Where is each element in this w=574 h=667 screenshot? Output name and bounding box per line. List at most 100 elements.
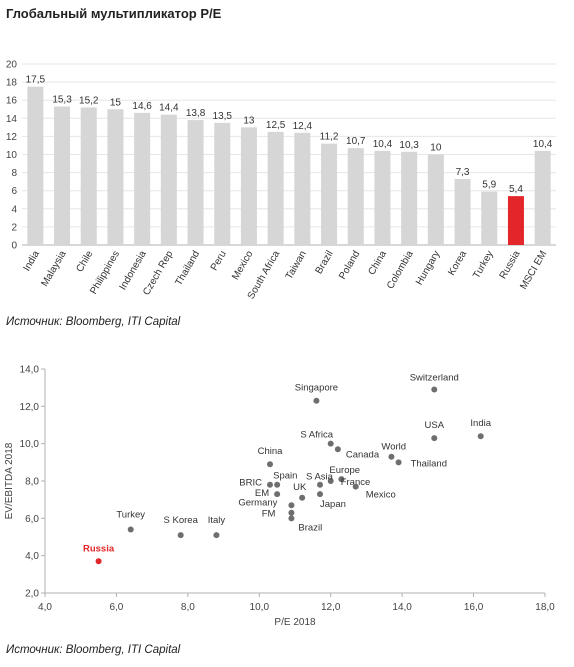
point-label-brazil: Brazil [298, 522, 322, 533]
x-tick-label: 8,0 [181, 602, 195, 613]
bar-colombia [401, 151, 418, 245]
bar-value-label: 17,5 [26, 75, 46, 86]
y-tick-label: 10 [6, 150, 18, 161]
y-tick-label: 8 [11, 168, 17, 179]
bar-value-label: 15 [110, 97, 122, 108]
y-tick-label: 6 [11, 186, 17, 197]
point-thailand [395, 459, 402, 466]
bar-thailand [187, 120, 204, 245]
point-italy [213, 532, 220, 539]
point-label-thailand: Thailand [411, 458, 447, 469]
bar-value-label: 12,5 [266, 120, 286, 131]
point-label-mexico: Mexico [366, 490, 396, 501]
point-label-japan: Japan [320, 499, 346, 510]
y-tick-label: 2,0 [25, 589, 39, 600]
x-tick-label: 10,0 [250, 602, 270, 613]
y-tick-label: 16 [6, 96, 18, 107]
point-label-india: India [470, 418, 491, 429]
y-tick-label: 8,0 [25, 477, 39, 488]
bar-value-label: 13 [243, 115, 255, 126]
bar-philippines [107, 109, 124, 245]
y-axis-title: EV/EBITDA 2018 [4, 442, 15, 519]
bar-peru [214, 122, 231, 245]
point-usa [431, 435, 438, 442]
x-tick-label: 18,0 [535, 602, 555, 613]
point-india [477, 433, 484, 440]
point-spain [274, 481, 281, 488]
y-tick-label: 6,0 [25, 514, 39, 525]
bar-value-label: 5,9 [482, 180, 496, 191]
bar-russia [507, 196, 524, 245]
source-note-2: Источник: Bloomberg, ITI Capital [6, 644, 181, 656]
point-label-germany: Germany [238, 497, 277, 508]
point-label-fm: FM [262, 509, 276, 520]
bar-value-label: 10,7 [346, 136, 366, 147]
y-tick-label: 10,0 [20, 439, 40, 450]
source-note: Источник: Bloomberg, ITI Capital [6, 316, 181, 328]
y-tick-label: 12 [6, 132, 18, 143]
point-europe [338, 476, 345, 483]
bar-value-label: 10 [430, 143, 442, 154]
bar-value-label: 13,8 [186, 108, 206, 119]
bar-hungary [427, 154, 444, 245]
point-label-s-africa: S Africa [300, 430, 333, 441]
bar-msci-em [534, 150, 551, 245]
bar-value-label: 7,3 [456, 167, 470, 178]
y-tick-label: 12,0 [20, 402, 40, 413]
point-world [388, 453, 395, 460]
point-china [267, 461, 273, 468]
point-s-asia [317, 481, 323, 488]
bar-turkey [481, 191, 498, 245]
bar-south-africa [267, 131, 284, 245]
point-label-italy: Italy [208, 515, 226, 526]
point-uk [299, 494, 306, 501]
point-turkey [127, 526, 134, 533]
point-canada [334, 446, 341, 453]
bar-czech-rep [160, 114, 177, 246]
point-label-usa: USA [425, 420, 445, 431]
y-tick-label: 4,0 [25, 551, 39, 562]
y-tick-label: 14,0 [20, 365, 40, 376]
point-label-em: EM [255, 488, 269, 499]
y-tick-label: 14 [6, 114, 18, 125]
point-bric [267, 481, 273, 488]
point-brazil [288, 515, 295, 522]
x-tick-label: 14,0 [392, 602, 412, 613]
point-germany [288, 502, 295, 509]
point-france [327, 478, 334, 484]
bar-value-label: 12,4 [293, 121, 313, 132]
bar-china [374, 150, 391, 245]
bar-value-label: 14,6 [132, 101, 152, 112]
y-tick-label: 0 [11, 241, 17, 252]
bar-brazil [321, 143, 338, 245]
chart-title: Глобальный мультипликатор P/E [6, 6, 222, 21]
bar-value-label: 10,3 [399, 140, 419, 151]
point-label-bric: BRIC [239, 478, 262, 489]
bar-poland [347, 148, 364, 245]
bar-india [27, 86, 44, 245]
point-s-africa [327, 440, 334, 447]
x-tick-label: 6,0 [109, 602, 123, 613]
point-label-s-asia: S Asia [306, 472, 334, 483]
point-label-spain: Spain [273, 471, 297, 482]
pe-ev-ebitda-scatter: 2,0 4,0 6,0 8,0 10,0 12,0 14,0 4,0 6,0 8,0 10,0 12,… [4, 365, 555, 629]
y-tick-label: 20 [6, 60, 18, 71]
point-label-s-korea: S Korea [164, 515, 199, 526]
point-singapore [313, 397, 320, 404]
bar-value-label: 15,2 [79, 95, 99, 106]
point-label-world: World [381, 442, 406, 453]
bar-value-label: 13,5 [213, 111, 233, 122]
bar-value-label: 10,4 [373, 139, 393, 150]
point-s-korea [177, 532, 184, 539]
point-label-china: China [258, 446, 284, 457]
y-tick-label: 18 [6, 78, 18, 89]
x-tick-label: 12,0 [321, 602, 341, 613]
point-label-russia: Russia [83, 543, 115, 554]
bar-taiwan [294, 132, 311, 245]
point-em [274, 491, 281, 498]
point-mexico [352, 483, 359, 490]
point-switzerland [431, 386, 438, 393]
bar-value-label: 5,4 [509, 184, 523, 195]
point-label-switzerland: Switzerland [410, 373, 459, 384]
point-label-france: France [341, 477, 371, 488]
